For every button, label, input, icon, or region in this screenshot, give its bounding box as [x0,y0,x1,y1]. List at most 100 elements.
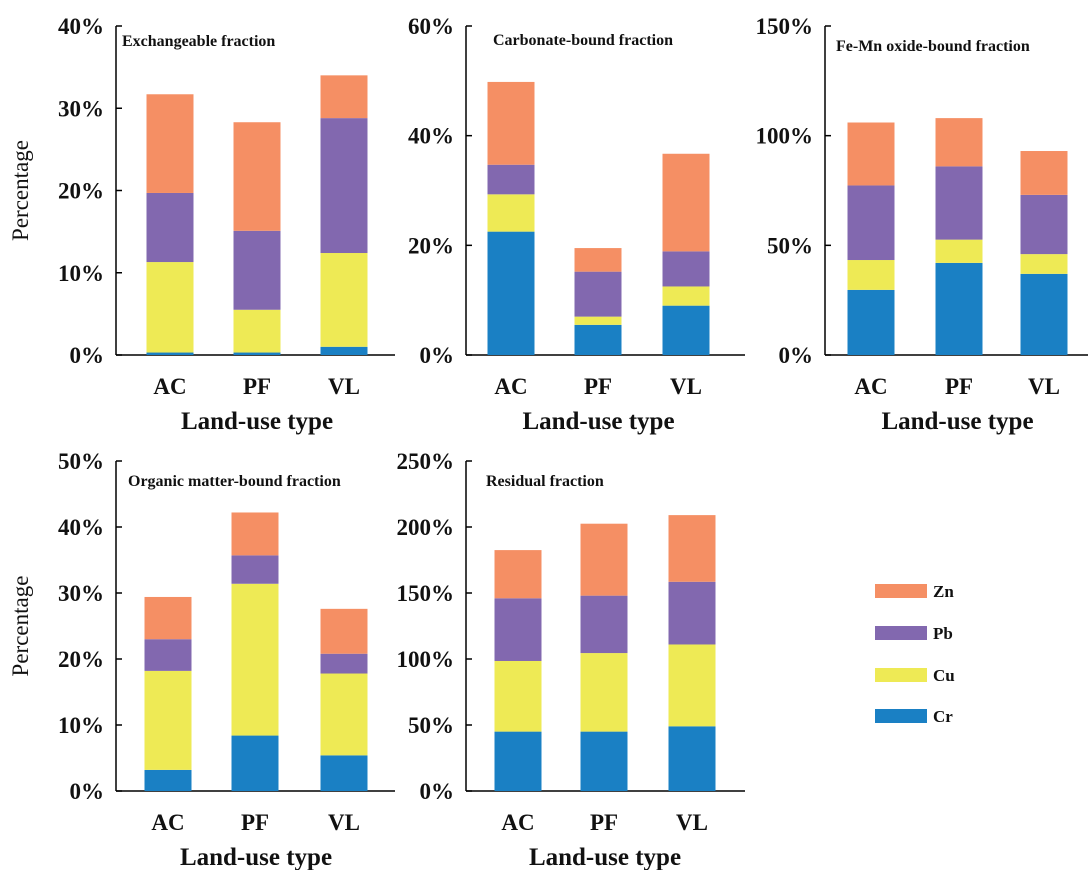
x-axis-label: Land-use type [881,408,1033,435]
bar-segment-cr-vl [1020,273,1068,355]
y-tick-label: 100% [756,124,814,149]
y-axis-label: Percentage [8,140,33,241]
bar-segment-cu-vl [668,644,716,727]
bar-segment-cr-pf [935,262,983,355]
bar-segment-zn-ac [144,596,192,640]
bar-segment-pb-vl [320,118,368,254]
y-tick-label: 40% [58,14,104,39]
bar-segment-zn-pf [231,512,279,556]
bar-segment-zn-vl [668,515,716,582]
y-tick-label: 20% [58,179,104,204]
bar-segment-zn-vl [320,608,368,654]
legend-swatch-cr [875,709,927,723]
bar-segment-pb-vl [668,581,716,645]
x-axis-label: Land-use type [522,408,674,435]
x-tick-label-vl: VL [670,374,702,399]
y-tick-label: 250% [397,449,455,474]
bar-segment-cr-vl [320,346,368,355]
bar-segment-zn-ac [494,550,542,599]
y-tick-label: 10% [58,261,104,286]
bar-segment-cu-pf [935,239,983,263]
bar-segment-cu-pf [233,309,281,353]
legend-swatch-pb [875,626,927,640]
bar-segment-pb-pf [233,230,281,310]
y-tick-label: 0% [779,343,814,368]
bar-segment-pb-ac [144,639,192,671]
y-tick-label: 20% [58,647,104,672]
chart-panel-2: 0% 20% 40% 60% AC PF VL Land-use type Carbonate-… [408,14,745,435]
x-tick-label-ac: AC [153,374,186,399]
bar-segment-zn-vl [662,153,710,252]
bar-segment-zn-ac [487,81,535,165]
bar-segment-cu-ac [146,262,194,353]
y-tick-label: 0% [420,779,455,804]
x-tick-label-ac: AC [151,810,184,835]
x-axis-label: Land-use type [180,844,332,870]
bar-segment-pb-pf [935,166,983,240]
x-axis-label: Land-use type [181,408,333,435]
panel-title: Fe-Mn oxide-bound fraction [836,38,1030,55]
bar-segment-pb-ac [146,192,194,263]
bar-segment-cu-ac [494,660,542,732]
y-tick-label: 20% [408,233,454,258]
bar-segment-zn-ac [847,122,895,186]
x-tick-label-ac: AC [494,374,527,399]
bar-segment-cr-vl [320,755,368,791]
chart-panel-4: 0% 10% 20% 30% 40% 50% AC PF VL Land-use type Perc… [8,449,395,870]
x-tick-label-vl: VL [1028,374,1060,399]
legend-label-pb: Pb [933,624,953,643]
y-tick-label: 150% [397,581,455,606]
y-tick-label: 50% [408,713,454,738]
y-tick-label: 0% [70,343,105,368]
bar-segment-cu-pf [580,653,628,732]
bar-segment-cr-pf [574,324,622,355]
x-tick-label-vl: VL [328,374,360,399]
x-tick-label-pf: PF [590,810,618,835]
bar-segment-cr-pf [233,352,281,355]
bar-segment-pb-ac [494,598,542,661]
y-tick-label: 60% [408,14,454,39]
bar-segment-zn-pf [935,118,983,167]
bar-segment-pb-vl [320,653,368,674]
bar-segment-pb-pf [231,555,279,584]
x-axis-label: Land-use type [529,844,681,870]
bar-segment-cu-vl [1020,254,1068,274]
x-tick-label-vl: VL [328,810,360,835]
x-tick-label-pf: PF [945,374,973,399]
bar-segment-cu-vl [662,286,710,306]
y-tick-label: 50% [767,233,813,258]
x-tick-label-pf: PF [241,810,269,835]
bar-segment-zn-ac [146,94,194,193]
bar-segment-zn-pf [580,523,628,596]
y-tick-label: 100% [397,647,455,672]
x-tick-label-ac: AC [854,374,887,399]
bar-segment-pb-ac [847,185,895,261]
y-tick-label: 10% [58,713,104,738]
bar-segment-cr-pf [580,731,628,791]
legend-label-cu: Cu [933,666,955,685]
bar-segment-pb-vl [662,251,710,287]
y-tick-label: 0% [420,343,455,368]
y-tick-label: 40% [408,124,454,149]
chart-panel-1: 0% 10% 20% 30% 40% AC PF VL Land-use type Percent… [8,14,395,435]
bar-segment-cr-ac [494,731,542,791]
bar-segment-pb-ac [487,164,535,195]
x-tick-label-ac: AC [501,810,534,835]
y-tick-label: 150% [756,14,814,39]
y-tick-label: 50% [58,449,104,474]
bar-segment-cu-ac [487,194,535,232]
bar-segment-zn-vl [320,75,368,119]
bar-segment-cr-ac [487,231,535,355]
x-tick-label-pf: PF [243,374,271,399]
legend-label-cr: Cr [933,707,953,726]
legend: Zn Pb Cu Cr [875,582,955,726]
panel-title: Residual fraction [486,473,604,490]
bar-segment-cr-vl [662,305,710,355]
panel-title: Exchangeable fraction [122,33,275,50]
bar-segment-cu-ac [144,670,192,770]
bar-segment-pb-pf [574,271,622,317]
x-tick-label-pf: PF [584,374,612,399]
legend-label-zn: Zn [933,582,954,601]
x-tick-label-vl: VL [676,810,708,835]
